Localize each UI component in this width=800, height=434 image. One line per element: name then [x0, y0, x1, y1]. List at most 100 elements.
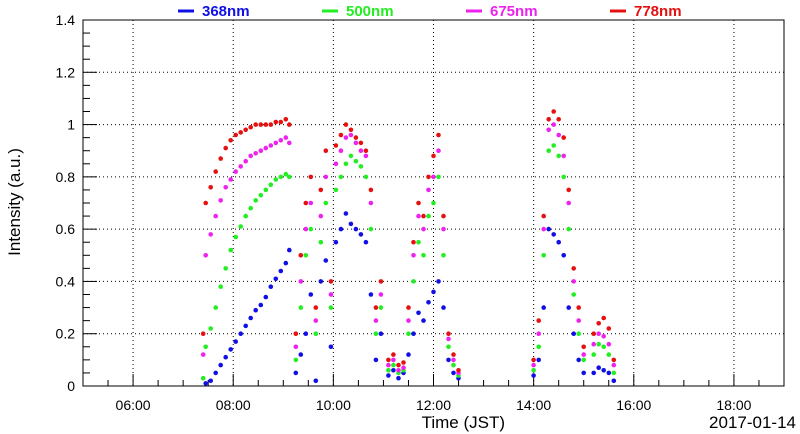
data-point [333, 161, 339, 167]
data-point [581, 370, 586, 376]
data-point [606, 326, 612, 331]
data-point [358, 164, 364, 169]
data-point [318, 279, 324, 284]
legend-label: 368nm [202, 3, 250, 20]
data-point [556, 239, 561, 245]
data-point [363, 148, 369, 153]
data-point [446, 336, 451, 342]
data-point [323, 200, 329, 206]
series-778nm [200, 109, 617, 373]
y-tick-label: 1.4 [56, 12, 76, 28]
data-point [218, 284, 223, 290]
data-point [203, 253, 208, 258]
data-point [536, 344, 541, 350]
data-point [328, 292, 334, 297]
data-point [313, 331, 319, 337]
data-point [611, 378, 617, 384]
data-point [546, 127, 551, 133]
data-point [551, 232, 556, 237]
data-point [200, 331, 206, 337]
y-tick-label: 0.2 [56, 326, 76, 342]
data-point [273, 276, 279, 282]
data-point [406, 318, 411, 323]
data-point [581, 357, 586, 363]
data-point [436, 279, 441, 284]
data-point [596, 331, 601, 337]
data-point [611, 370, 617, 376]
data-point [426, 300, 431, 305]
data-point [556, 153, 561, 159]
data-point [278, 138, 284, 143]
data-point [373, 331, 379, 337]
legend-label: 675nm [490, 3, 538, 20]
data-point [441, 226, 446, 232]
data-point [338, 148, 344, 153]
y-tick-label: 0.4 [56, 273, 76, 289]
data-point [451, 370, 456, 376]
data-point [591, 341, 596, 347]
data-point [243, 213, 248, 219]
data-point [368, 200, 374, 206]
x-tick-label: 10:00 [316, 397, 351, 413]
data-point [566, 187, 571, 193]
data-point [358, 232, 364, 237]
data-point [601, 315, 606, 321]
data-point [546, 117, 551, 122]
data-point [248, 153, 253, 159]
x-tick-label: 18:00 [716, 397, 751, 413]
data-point [313, 378, 319, 384]
data-point [233, 169, 238, 174]
y-tick-label: 1 [67, 117, 75, 133]
data-point [358, 148, 364, 153]
data-point [596, 341, 601, 347]
data-point [218, 362, 223, 368]
data-point [406, 305, 411, 310]
data-point [313, 318, 319, 323]
data-point [566, 200, 571, 206]
data-point [591, 352, 596, 357]
data-point [283, 117, 289, 122]
data-point [358, 140, 364, 146]
data-point [406, 352, 411, 357]
data-point [278, 174, 284, 180]
data-point [561, 253, 566, 258]
data-point [421, 213, 426, 219]
data-point [213, 213, 218, 219]
data-point [378, 292, 384, 297]
data-point [571, 292, 576, 297]
data-point [298, 305, 304, 310]
data-point [313, 305, 319, 310]
data-point [541, 305, 546, 310]
data-point [248, 205, 253, 211]
data-point [348, 132, 354, 138]
data-point [571, 331, 576, 337]
data-point [353, 158, 359, 164]
data-point [287, 140, 292, 146]
data-point [243, 127, 248, 133]
data-point [200, 352, 206, 357]
data-point [233, 132, 238, 138]
data-point [223, 185, 228, 190]
data-point [263, 187, 269, 193]
data-point [293, 331, 299, 337]
data-point [446, 344, 451, 350]
data-point [208, 326, 213, 331]
legend: 368nm 500nm 675nm 778nm [178, 3, 682, 20]
data-point [606, 370, 612, 376]
data-point [373, 305, 379, 310]
data-point [253, 198, 258, 203]
data-point [343, 135, 349, 140]
data-point [273, 177, 279, 182]
data-point [601, 368, 606, 373]
data-point [431, 153, 436, 159]
legend-label: 778nm [634, 3, 682, 20]
data-point [441, 305, 446, 310]
data-point [546, 226, 551, 232]
data-point [263, 122, 269, 127]
data-point [353, 140, 359, 146]
data-point [338, 174, 344, 180]
data-point [416, 310, 421, 316]
data-point [318, 239, 324, 245]
data-point [303, 226, 309, 232]
data-point [541, 253, 546, 258]
